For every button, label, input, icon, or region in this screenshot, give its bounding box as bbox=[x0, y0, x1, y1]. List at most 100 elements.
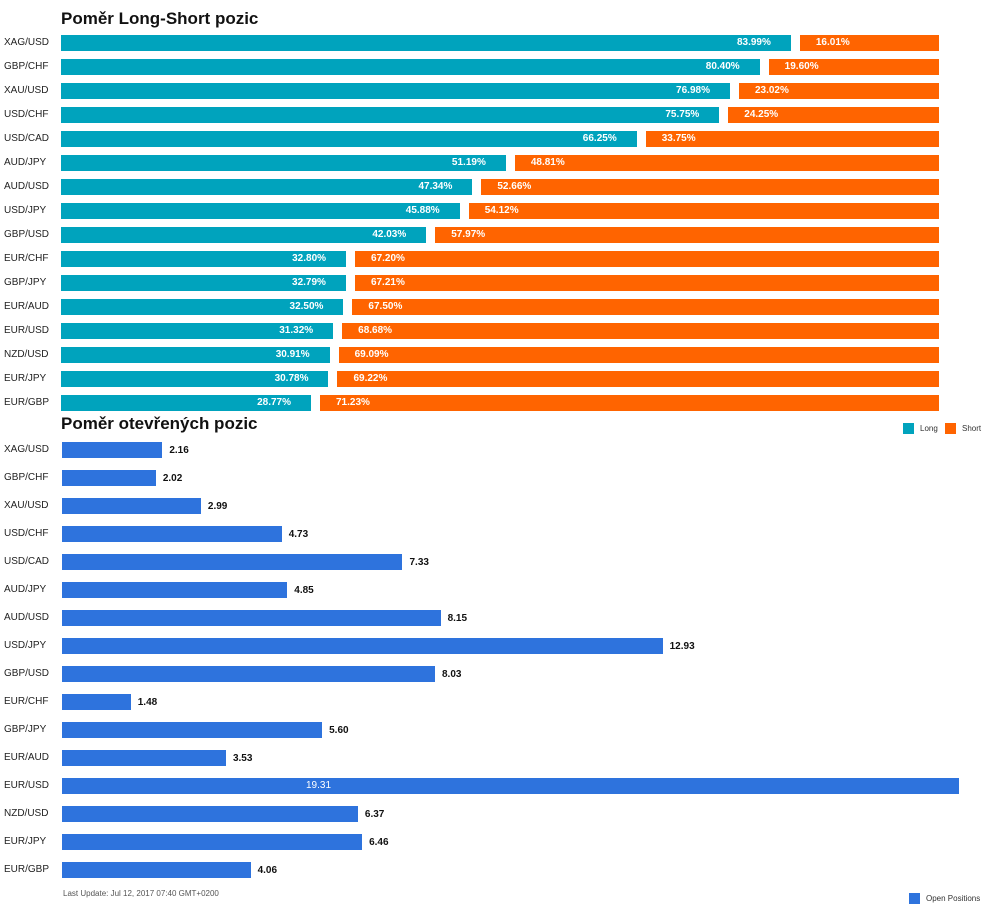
ratio-category-label-eur-chf: EUR/CHF bbox=[4, 253, 49, 264]
open-category-label-usd-chf: USD/CHF bbox=[4, 528, 49, 539]
open-positions-bar-usd-cad bbox=[62, 554, 403, 570]
short-bar-eur-gbp bbox=[320, 395, 939, 411]
short-value-label-gbp-usd: 57.97% bbox=[451, 229, 486, 240]
ratio-category-label-aud-jpy: AUD/JPY bbox=[4, 157, 47, 168]
long-bar-gbp-chf bbox=[61, 59, 760, 75]
long-value-label-usd-chf: 75.75% bbox=[665, 109, 700, 120]
open-positions-bar-usd-chf bbox=[62, 526, 282, 542]
legend-open-positions: Open Positions bbox=[909, 893, 980, 904]
open-category-label-eur-aud: EUR/AUD bbox=[4, 752, 50, 763]
open-positions-value-eur-jpy: 6.46 bbox=[369, 837, 389, 848]
long-bar-usd-chf bbox=[61, 107, 720, 123]
open-category-label-xau-usd: XAU/USD bbox=[4, 500, 49, 511]
open-category-label-eur-usd: EUR/USD bbox=[4, 780, 50, 791]
open-category-label-gbp-jpy: GBP/JPY bbox=[4, 724, 47, 735]
long-value-label-eur-chf: 32.80% bbox=[292, 253, 327, 264]
open-positions-value-usd-cad: 7.33 bbox=[409, 557, 429, 568]
long-bar-usd-jpy bbox=[61, 203, 460, 219]
open-positions-bar-eur-aud bbox=[62, 750, 226, 766]
open-positions-bar-gbp-usd bbox=[62, 666, 435, 682]
short-value-label-usd-cad: 33.75% bbox=[661, 133, 696, 144]
long-value-label-usd-jpy: 45.88% bbox=[405, 205, 440, 216]
ratio-category-label-xag-usd: XAG/USD bbox=[4, 37, 50, 48]
short-value-label-nzd-usd: 69.09% bbox=[354, 349, 389, 360]
legend-long: Long bbox=[903, 423, 938, 434]
short-value-label-eur-gbp: 71.23% bbox=[336, 397, 370, 408]
open-category-label-eur-chf: EUR/CHF bbox=[4, 696, 49, 707]
short-bar-eur-usd bbox=[342, 323, 939, 339]
long-bar-aud-usd bbox=[61, 179, 473, 195]
open-positions-value-aud-usd: 8.15 bbox=[447, 613, 468, 624]
long-bar-gbp-jpy bbox=[61, 275, 346, 291]
long-value-label-gbp-jpy: 32.79% bbox=[292, 277, 326, 288]
ratio-category-label-nzd-usd: NZD/USD bbox=[4, 349, 49, 360]
short-value-label-usd-chf: 24.25% bbox=[744, 109, 779, 120]
ratio-category-label-usd-cad: USD/CAD bbox=[4, 133, 50, 144]
long-bar-gbp-usd bbox=[61, 227, 427, 243]
long-bar-eur-aud bbox=[61, 299, 344, 315]
short-value-label-xag-usd: 16.01% bbox=[815, 37, 850, 48]
short-bar-xau-usd bbox=[738, 83, 939, 99]
ratio-category-label-eur-gbp: EUR/GBP bbox=[4, 397, 50, 408]
short-bar-usd-cad bbox=[645, 131, 939, 147]
long-bar-eur-chf bbox=[61, 251, 347, 267]
long-value-label-aud-jpy: 51.19% bbox=[451, 157, 486, 168]
short-bar-eur-chf bbox=[355, 251, 939, 267]
legend-open-swatch bbox=[909, 893, 920, 904]
open-positions-value-gbp-chf: 2.02 bbox=[162, 473, 183, 484]
open-category-label-eur-jpy: EUR/JPY bbox=[4, 836, 47, 847]
long-bar-eur-jpy bbox=[61, 371, 329, 387]
open-category-label-eur-gbp: EUR/GBP bbox=[4, 864, 50, 875]
long-bar-usd-cad bbox=[61, 131, 637, 147]
short-bar-eur-aud bbox=[352, 299, 939, 315]
open-category-label-xag-usd: XAG/USD bbox=[4, 444, 50, 455]
short-value-label-gbp-chf: 19.60% bbox=[784, 61, 819, 72]
short-bar-gbp-jpy bbox=[354, 275, 939, 291]
open-positions-value-eur-gbp: 4.06 bbox=[257, 865, 278, 876]
short-value-label-eur-usd: 68.68% bbox=[358, 325, 393, 336]
ratio-category-label-xau-usd: XAU/USD bbox=[4, 85, 49, 96]
long-bar-xau-usd bbox=[61, 83, 730, 99]
open-positions-chart-title: Poměr otevřených pozic bbox=[61, 414, 258, 433]
ratio-category-label-eur-usd: EUR/USD bbox=[4, 325, 50, 336]
long-value-label-eur-usd: 31.32% bbox=[279, 325, 314, 336]
short-value-label-eur-chf: 67.20% bbox=[371, 253, 405, 264]
long-value-label-eur-gbp: 28.77% bbox=[257, 397, 292, 408]
ratio-category-label-gbp-jpy: GBP/JPY bbox=[4, 277, 47, 288]
short-bar-eur-jpy bbox=[337, 371, 939, 387]
long-value-label-usd-cad: 66.25% bbox=[582, 133, 617, 144]
open-category-label-gbp-usd: GBP/USD bbox=[4, 668, 50, 679]
long-bar-nzd-usd bbox=[61, 347, 330, 363]
legend-short: Short bbox=[945, 423, 981, 434]
long-value-label-gbp-usd: 42.03% bbox=[372, 229, 407, 240]
open-positions-value-gbp-usd: 8.03 bbox=[442, 669, 462, 680]
short-bar-gbp-chf bbox=[768, 59, 939, 75]
open-positions-bar-gbp-jpy bbox=[62, 722, 323, 738]
ratio-chart-title: Poměr Long-Short pozic bbox=[61, 9, 259, 28]
open-positions-bar-aud-usd bbox=[62, 610, 441, 626]
open-positions-bar-eur-usd bbox=[62, 778, 959, 794]
open-positions-bar-eur-jpy bbox=[62, 834, 363, 850]
open-positions-bar-gbp-chf bbox=[62, 470, 156, 486]
long-value-label-aud-usd: 47.34% bbox=[418, 181, 453, 192]
long-value-label-xau-usd: 76.98% bbox=[676, 85, 710, 96]
legend-short-swatch bbox=[945, 423, 956, 434]
short-value-label-aud-usd: 52.66% bbox=[497, 181, 532, 192]
short-value-label-usd-jpy: 54.12% bbox=[484, 205, 519, 216]
long-value-label-eur-aud: 32.50% bbox=[289, 301, 324, 312]
long-bar-aud-jpy bbox=[61, 155, 506, 171]
long-bar-xag-usd bbox=[61, 35, 791, 51]
open-category-label-gbp-chf: GBP/CHF bbox=[4, 472, 49, 483]
open-positions-bar-aud-jpy bbox=[62, 582, 288, 598]
short-bar-aud-usd bbox=[481, 179, 939, 195]
ratio-category-label-gbp-chf: GBP/CHF bbox=[4, 61, 49, 72]
open-positions-value-eur-usd: 19.31 bbox=[306, 780, 332, 791]
open-positions-value-nzd-usd: 6.37 bbox=[364, 809, 385, 820]
short-value-label-eur-aud: 67.50% bbox=[368, 301, 403, 312]
short-bar-xag-usd bbox=[799, 35, 939, 51]
ratio-category-label-usd-chf: USD/CHF bbox=[4, 109, 49, 120]
open-positions-bar-xag-usd bbox=[62, 442, 163, 458]
open-positions-bar-eur-chf bbox=[62, 694, 131, 710]
open-category-label-usd-cad: USD/CAD bbox=[4, 556, 50, 567]
ratio-category-label-eur-aud: EUR/AUD bbox=[4, 301, 50, 312]
